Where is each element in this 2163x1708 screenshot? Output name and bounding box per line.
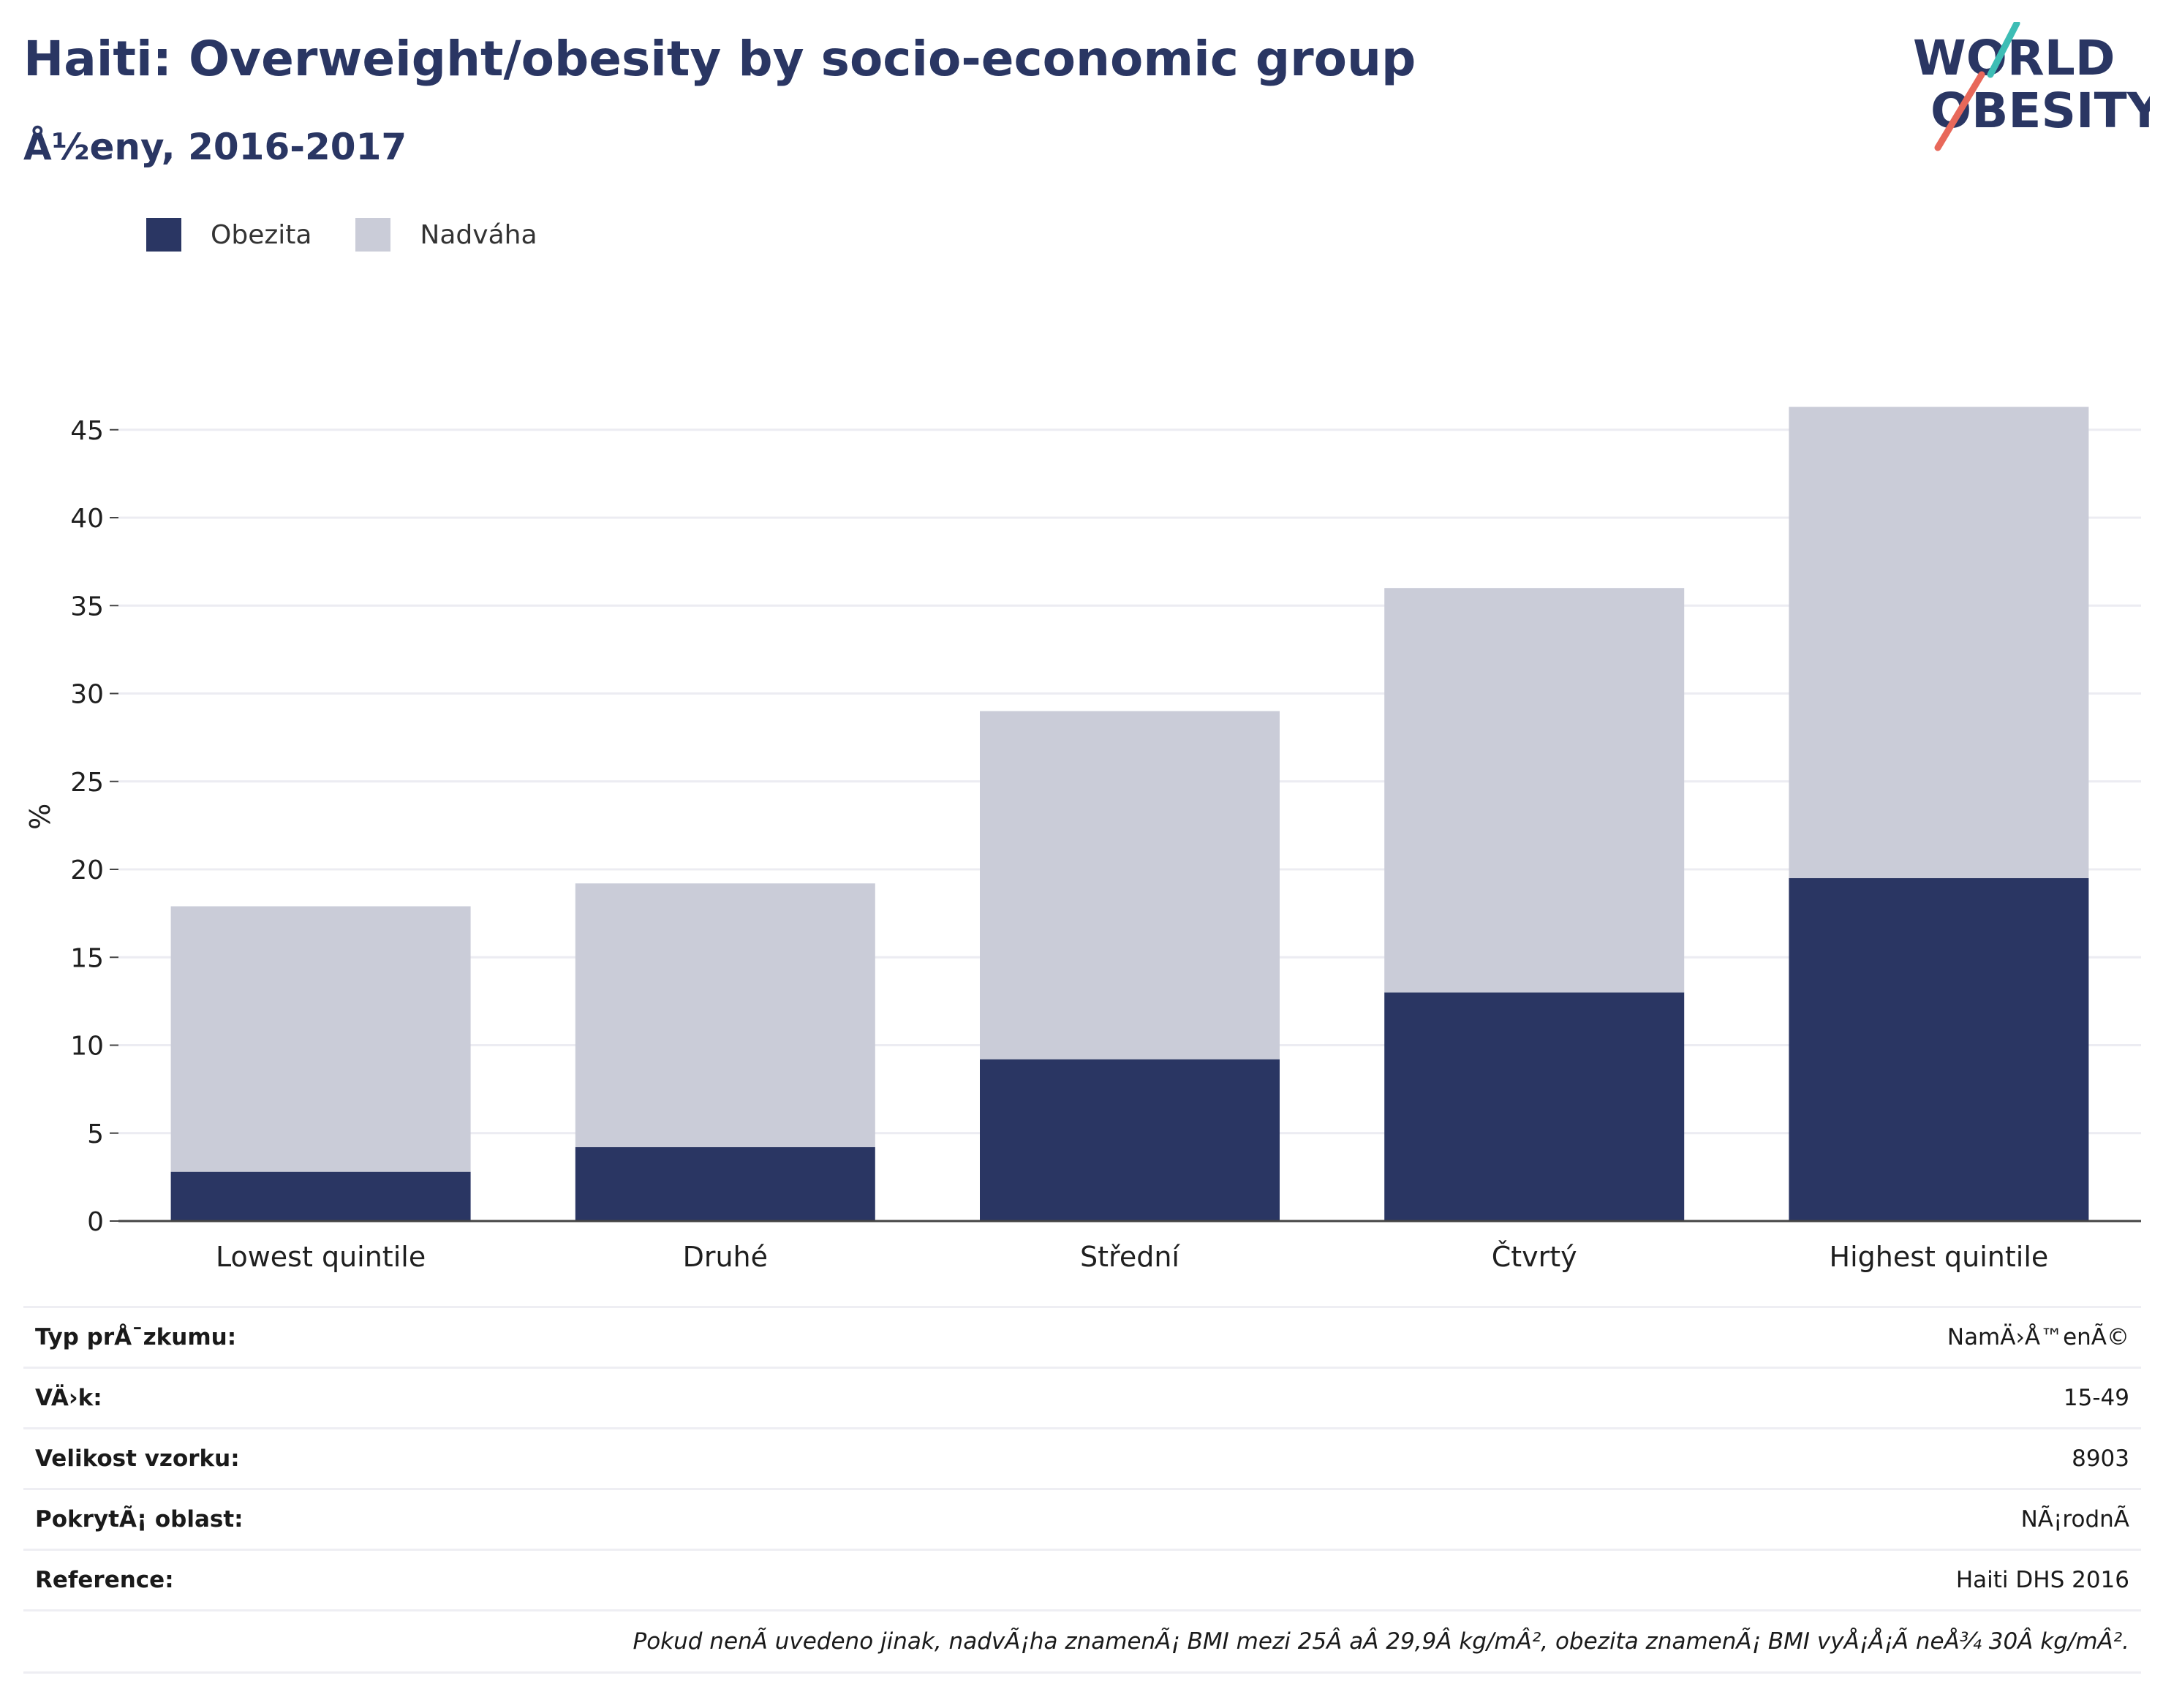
info-table: Typ prÅ¯zkumu: NamÄ›Å™enÃ© VÄ›k: 15-49 V… bbox=[23, 1306, 2141, 1674]
logo-text-obesity: OBESITY bbox=[1930, 83, 2150, 139]
legend-swatch-obezita bbox=[146, 218, 181, 252]
logo-slash-teal bbox=[1987, 22, 2020, 78]
y-tick-label: 15 bbox=[70, 943, 104, 973]
world-obesity-logo: WORLD OBESITY bbox=[1913, 22, 2150, 151]
logo-text-world: WORLD bbox=[1913, 30, 2115, 86]
bar-obezita bbox=[575, 1146, 875, 1221]
legend-item-obezita[interactable]: Obezita bbox=[146, 218, 312, 252]
legend-label-nadvaha: Nadváha bbox=[420, 219, 537, 250]
info-row-area-covered: PokrytÃ¡ oblast: NÃ¡rodnÃ bbox=[23, 1490, 2141, 1551]
bar-nadvaha bbox=[1789, 407, 2089, 879]
bar-nadvaha bbox=[1384, 588, 1685, 993]
y-tick-label: 25 bbox=[70, 768, 104, 798]
chart-subtitle: Å½eny, 2016-2017 bbox=[23, 126, 407, 168]
info-label: VÄ›k: bbox=[35, 1385, 102, 1411]
bar-obezita bbox=[980, 1059, 1280, 1221]
legend-swatch-nadvaha bbox=[355, 218, 391, 252]
y-tick-label: 20 bbox=[70, 855, 104, 885]
info-label: Typ prÅ¯zkumu: bbox=[35, 1324, 237, 1350]
stacked-bar-chart: 0 5 10 15 20 25 30 35 40 45% Lowest quintile Druhé S… bbox=[24, 407, 2141, 1273]
bmi-definition-note: Pokud nenÃ uvedeno jinak, nadvÃ¡ha zname… bbox=[23, 1611, 2141, 1674]
bar-obezita bbox=[170, 1171, 471, 1221]
info-label: Velikost vzorku: bbox=[35, 1446, 240, 1472]
x-tick-label: Čtvrtý bbox=[1492, 1241, 1577, 1273]
legend-label-obezita: Obezita bbox=[211, 219, 312, 250]
y-tick-label: 30 bbox=[70, 680, 104, 710]
bar-nadvaha bbox=[575, 883, 875, 1147]
y-tick-label: 10 bbox=[70, 1032, 104, 1062]
info-row-sample-size: Velikost vzorku: 8903 bbox=[23, 1429, 2141, 1490]
y-tick-label: 35 bbox=[70, 592, 104, 621]
logo-slash-coral bbox=[1934, 71, 1985, 151]
bar-obezita bbox=[1384, 992, 1685, 1221]
legend-item-nadvaha[interactable]: Nadváha bbox=[355, 218, 537, 252]
info-row-survey-type: Typ prÅ¯zkumu: NamÄ›Å™enÃ© bbox=[23, 1308, 2141, 1369]
info-value: NamÄ›Å™enÃ© bbox=[1947, 1324, 2129, 1350]
info-value: 8903 bbox=[2072, 1446, 2129, 1472]
y-tick-label: 0 bbox=[87, 1207, 104, 1237]
y-tick-label: 40 bbox=[70, 504, 104, 534]
chart-title: Haiti: Overweight/obesity by socio-econo… bbox=[23, 31, 1416, 87]
info-label: PokrytÃ¡ oblast: bbox=[35, 1506, 244, 1533]
y-tick-label: 45 bbox=[70, 416, 104, 446]
x-tick-label: Druhé bbox=[683, 1241, 768, 1273]
y-tick-label: 5 bbox=[87, 1119, 104, 1149]
info-value: 15-49 bbox=[2063, 1385, 2129, 1411]
info-value: Haiti DHS 2016 bbox=[1955, 1567, 2129, 1593]
info-label: Reference: bbox=[35, 1567, 174, 1593]
x-tick-label: Střední bbox=[1080, 1241, 1180, 1273]
y-axis-label: % bbox=[24, 804, 56, 830]
bar-obezita bbox=[1789, 878, 2089, 1221]
x-tick-label: Lowest quintile bbox=[216, 1241, 426, 1273]
info-value: NÃ¡rodnÃ bbox=[2020, 1506, 2129, 1533]
info-row-reference: Reference: Haiti DHS 2016 bbox=[23, 1551, 2141, 1611]
x-tick-label: Highest quintile bbox=[1830, 1241, 2049, 1273]
bar-nadvaha bbox=[170, 906, 471, 1172]
bar-nadvaha bbox=[980, 711, 1280, 1059]
info-row-age: VÄ›k: 15-49 bbox=[23, 1369, 2141, 1429]
chart-legend: Obezita Nadváha bbox=[146, 218, 581, 252]
